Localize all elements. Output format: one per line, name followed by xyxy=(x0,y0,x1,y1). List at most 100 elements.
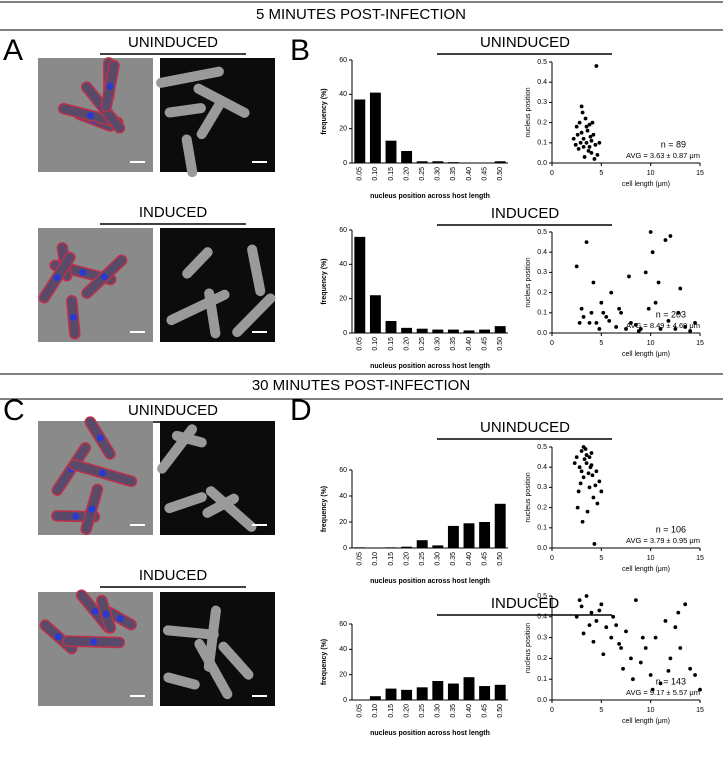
point xyxy=(594,64,599,68)
nucleus xyxy=(106,82,114,90)
point xyxy=(648,673,653,677)
bar xyxy=(385,320,397,333)
cell xyxy=(182,247,213,279)
x-tick-label: 0.30 xyxy=(435,337,442,351)
point xyxy=(585,128,590,133)
nucleus xyxy=(90,638,98,646)
bar xyxy=(416,161,428,163)
x-tick-label: 5 xyxy=(599,170,603,177)
x-axis-label: nucleus position across host length xyxy=(370,193,490,200)
y-tick-label: 40 xyxy=(339,646,347,653)
point xyxy=(624,327,628,331)
x-tick-label: 0.30 xyxy=(435,704,442,718)
x-tick-label: 0.10 xyxy=(372,704,379,718)
x-tick-label: 15 xyxy=(696,170,704,177)
point xyxy=(587,321,592,325)
point xyxy=(573,142,578,147)
y-tick-label: 0 xyxy=(343,160,347,167)
bar xyxy=(494,161,506,163)
bar xyxy=(447,329,459,333)
point xyxy=(591,132,596,137)
point xyxy=(584,453,589,457)
y-tick-label: 0.3 xyxy=(537,634,547,641)
point xyxy=(572,461,577,466)
x-axis-label: nucleus position across host length xyxy=(370,578,490,585)
x-tick-label: 0.20 xyxy=(403,337,410,351)
x-tick-label: 10 xyxy=(647,340,655,347)
bar xyxy=(369,92,381,163)
point xyxy=(574,124,579,129)
phase-image xyxy=(38,589,153,706)
cell xyxy=(218,641,254,680)
condition-label: INDUCED xyxy=(491,595,560,612)
point xyxy=(592,157,597,161)
point xyxy=(591,495,596,500)
cell xyxy=(166,289,230,326)
bar xyxy=(432,545,444,548)
x-tick-label: 0.05 xyxy=(357,337,364,351)
nucleus xyxy=(87,112,95,120)
cell xyxy=(232,293,276,338)
bar xyxy=(494,684,506,700)
annotation: n = 203 xyxy=(656,309,686,319)
bar xyxy=(463,677,475,700)
point xyxy=(643,646,648,650)
point xyxy=(597,479,602,484)
point xyxy=(589,610,594,615)
y-tick-label: 60 xyxy=(339,57,347,64)
x-tick-label: 0.50 xyxy=(497,337,504,351)
y-tick-label: 0.2 xyxy=(537,119,547,126)
point xyxy=(587,623,592,628)
y-axis-label: frequency (%) xyxy=(321,88,328,134)
point xyxy=(599,602,604,607)
point xyxy=(587,144,592,149)
x-tick-label: 0.05 xyxy=(357,167,364,181)
x-tick-label: 0.15 xyxy=(388,337,395,351)
nucleus xyxy=(54,633,62,641)
bar xyxy=(463,162,475,163)
y-tick-label: 0.3 xyxy=(537,484,547,491)
panel-letter: B xyxy=(290,34,310,67)
point xyxy=(593,142,598,147)
point xyxy=(650,687,655,692)
x-axis-label: cell length (μm) xyxy=(622,566,670,573)
cell xyxy=(164,103,206,118)
bar xyxy=(401,327,413,333)
bar xyxy=(385,547,397,548)
phase-image xyxy=(38,416,153,535)
point xyxy=(646,306,651,311)
annotation: AVG = 3.63 ± 0.87 μm xyxy=(626,151,700,160)
point xyxy=(627,274,631,279)
x-tick-label: 0.50 xyxy=(497,167,504,181)
bar xyxy=(447,683,459,700)
panel-letter: C xyxy=(3,394,25,427)
point xyxy=(585,509,590,514)
x-tick-label: 0.10 xyxy=(372,337,379,351)
y-tick-label: 60 xyxy=(339,621,347,628)
bar xyxy=(432,681,444,700)
bar xyxy=(401,689,413,700)
point xyxy=(614,325,619,329)
point xyxy=(633,598,638,603)
point xyxy=(580,110,585,115)
point xyxy=(577,465,582,470)
y-axis-label: nucleus position xyxy=(525,623,532,673)
annotation: n = 143 xyxy=(656,676,686,686)
y-tick-label: 0 xyxy=(343,330,347,337)
x-tick-label: 10 xyxy=(647,555,655,562)
y-tick-label: 0 xyxy=(343,545,347,552)
point xyxy=(576,489,581,494)
x-tick-label: 0 xyxy=(550,707,554,714)
bar xyxy=(479,329,491,333)
x-tick-label: 0.45 xyxy=(481,337,488,351)
point xyxy=(629,656,633,661)
phase-image xyxy=(38,57,153,172)
x-tick-label: 5 xyxy=(599,340,603,347)
point xyxy=(594,469,599,474)
cell xyxy=(193,83,250,118)
point xyxy=(599,489,604,494)
point xyxy=(683,325,688,329)
nucleus xyxy=(53,274,61,282)
